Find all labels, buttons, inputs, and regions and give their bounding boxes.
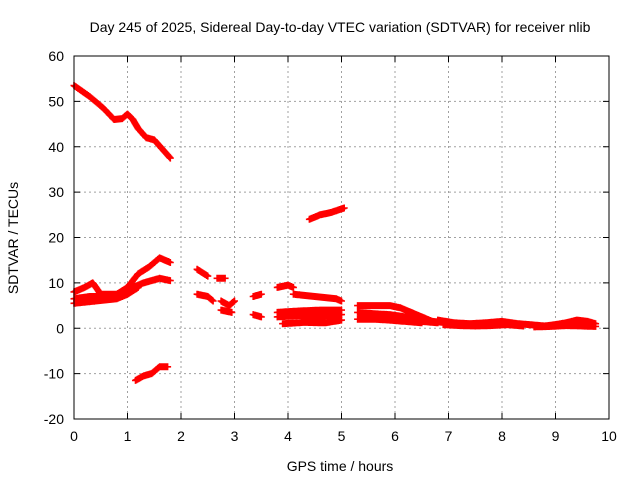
marker-trace [279,316,345,328]
x-tick-label: 9 [552,428,560,444]
y-tick-label: 60 [48,48,64,64]
series-track-12 [249,311,265,321]
x-tick-label: 7 [445,428,453,444]
marker-trace [217,297,238,310]
series-track-16 [279,316,345,328]
grid [74,56,609,419]
series-track-14 [273,306,345,316]
marker-trace [213,274,229,282]
y-axis-label: SDTVAR / TECUs [5,182,21,294]
x-tick-label: 1 [124,428,132,444]
axis-ticks: 0 1 2 3 4 5 6 7 8 9 10 -20 -10 0 10 20 30 40 50 60 [44,48,617,444]
marker-trace [530,322,600,331]
marker-trace [193,290,217,305]
series-track-15 [273,311,345,321]
marker-trace [439,321,527,330]
marker-trace [70,82,174,162]
x-tick-label: 2 [177,428,185,444]
marker-trace [249,290,265,300]
y-tick-label: -20 [44,411,64,427]
series-track-18 [305,204,348,223]
series-track-17 [289,290,345,305]
x-tick-label: 10 [601,428,617,444]
y-tick-label: 30 [48,184,64,200]
x-axis-label: GPS time / hours [287,458,394,474]
series-track-21 [354,315,426,327]
series-track-6 [193,265,212,280]
marker-trace [249,311,265,321]
marker-trace [193,265,212,280]
x-tick-label: 8 [498,428,506,444]
series-track-10 [217,306,236,316]
x-tick-label: 5 [338,428,346,444]
marker-trace [273,281,297,291]
x-tick-label: 0 [70,428,78,444]
series-track-8 [193,290,217,305]
x-tick-label: 4 [284,428,292,444]
y-tick-label: 10 [48,275,64,291]
y-tick-label: 0 [56,320,64,336]
marker-trace [132,363,172,384]
y-tick-label: 40 [48,139,64,155]
series-track-13 [273,281,297,291]
marker-trace [305,204,348,223]
chart-title: Day 245 of 2025, Sidereal Day-to-day VTE… [90,19,591,35]
series-track-11 [249,290,265,300]
series-track-25 [530,322,600,331]
series-track-23 [439,321,527,330]
marker-trace [273,311,345,321]
series-track-9 [217,297,238,310]
series-track-high-1 [70,82,174,162]
x-tick-label: 3 [231,428,239,444]
marker-trace [354,315,426,327]
marker-trace [273,306,345,316]
marker-trace [217,306,236,316]
x-tick-label: 6 [391,428,399,444]
series-track-7 [213,274,229,282]
y-tick-label: 50 [48,93,64,109]
y-tick-label: -10 [44,366,64,382]
data-points [70,82,600,384]
marker-trace [289,290,345,305]
y-tick-label: 20 [48,230,64,246]
series-track-neg-5 [132,363,172,384]
